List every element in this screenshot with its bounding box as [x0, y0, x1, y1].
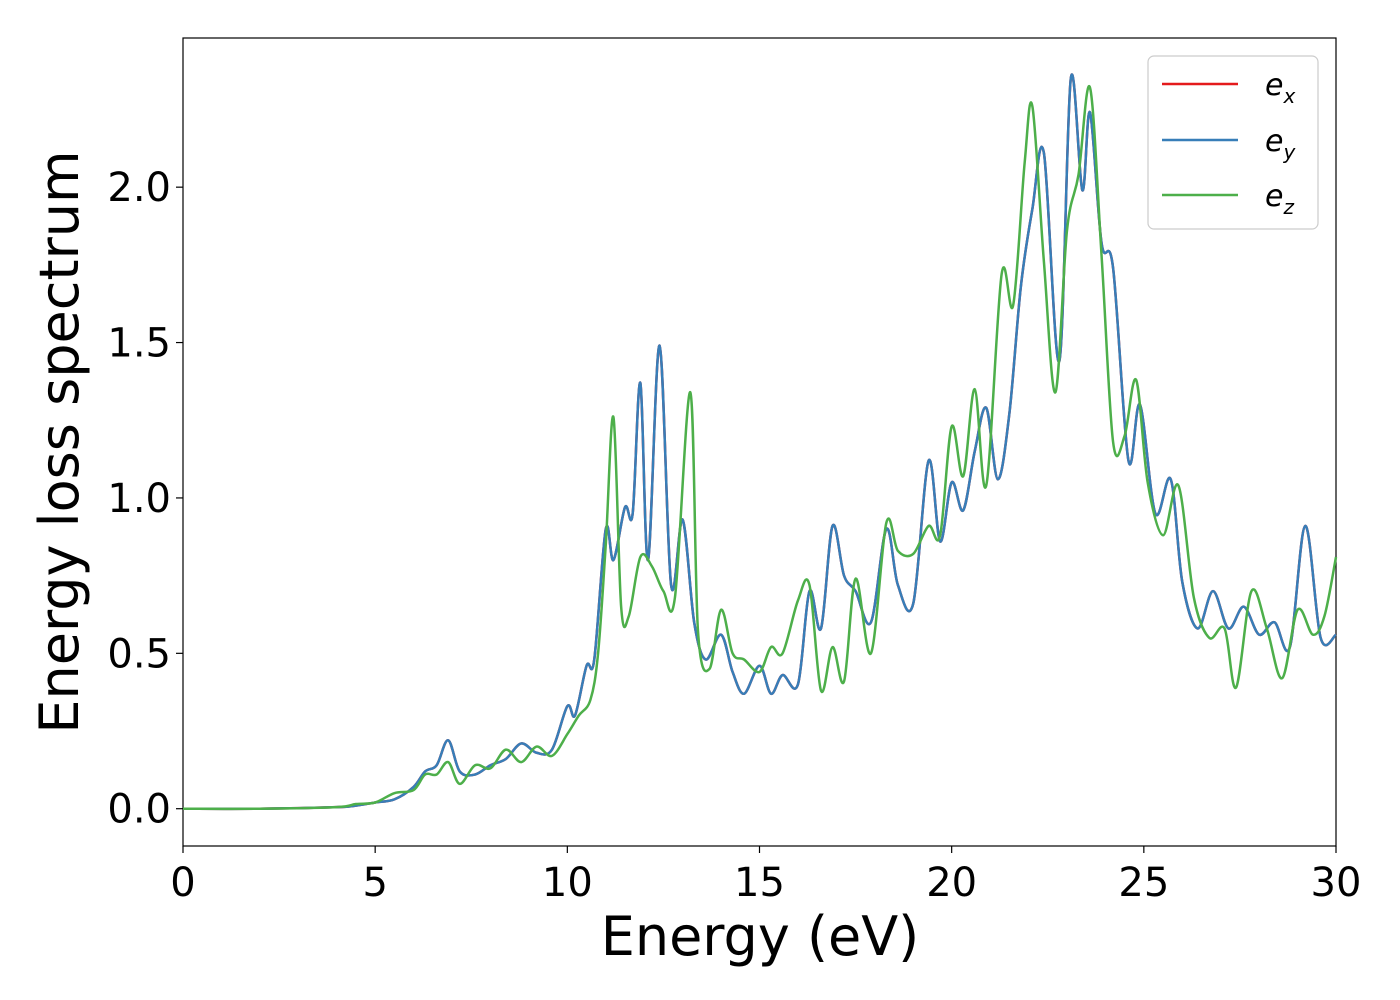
y-tick-label: 1.5: [107, 321, 171, 367]
plot-area: 0 5 10 15 20 25 30 0.0 0.5 1.0 1.5 2.0: [107, 37, 1361, 906]
y-axis-title: Energy loss spectrum: [28, 150, 91, 733]
series-line-ez: [182, 84, 1338, 811]
y-tick-label: 1.0: [107, 476, 171, 522]
legend-label-ez: ez: [1265, 179, 1294, 219]
x-tick-label: 5: [362, 860, 387, 906]
x-tick-label: 20: [926, 860, 977, 906]
y-tick-label: 0.5: [107, 631, 171, 677]
x-axis-title: Energy (eV): [601, 905, 920, 968]
x-tick-label: 25: [1118, 860, 1169, 906]
legend-box: [1147, 55, 1319, 230]
legend: ex ey ez: [1147, 55, 1319, 230]
x-tick-label: 30: [1311, 860, 1362, 906]
y-tick-label: 0.0: [107, 787, 171, 833]
y-tick-label: 2.0: [107, 165, 171, 211]
legend-label-ey: ey: [1265, 124, 1296, 164]
x-tick-label: 0: [170, 860, 195, 906]
series-layer: [182, 73, 1338, 811]
x-ticks: 0 5 10 15 20 25 30: [170, 846, 1361, 906]
x-tick-label: 10: [542, 860, 593, 906]
x-tick-label: 15: [734, 860, 785, 906]
series-line-ey: [182, 73, 1337, 811]
legend-label-ex: ex: [1265, 68, 1295, 108]
y-ticks: 0.0 0.5 1.0 1.5 2.0: [107, 165, 183, 833]
